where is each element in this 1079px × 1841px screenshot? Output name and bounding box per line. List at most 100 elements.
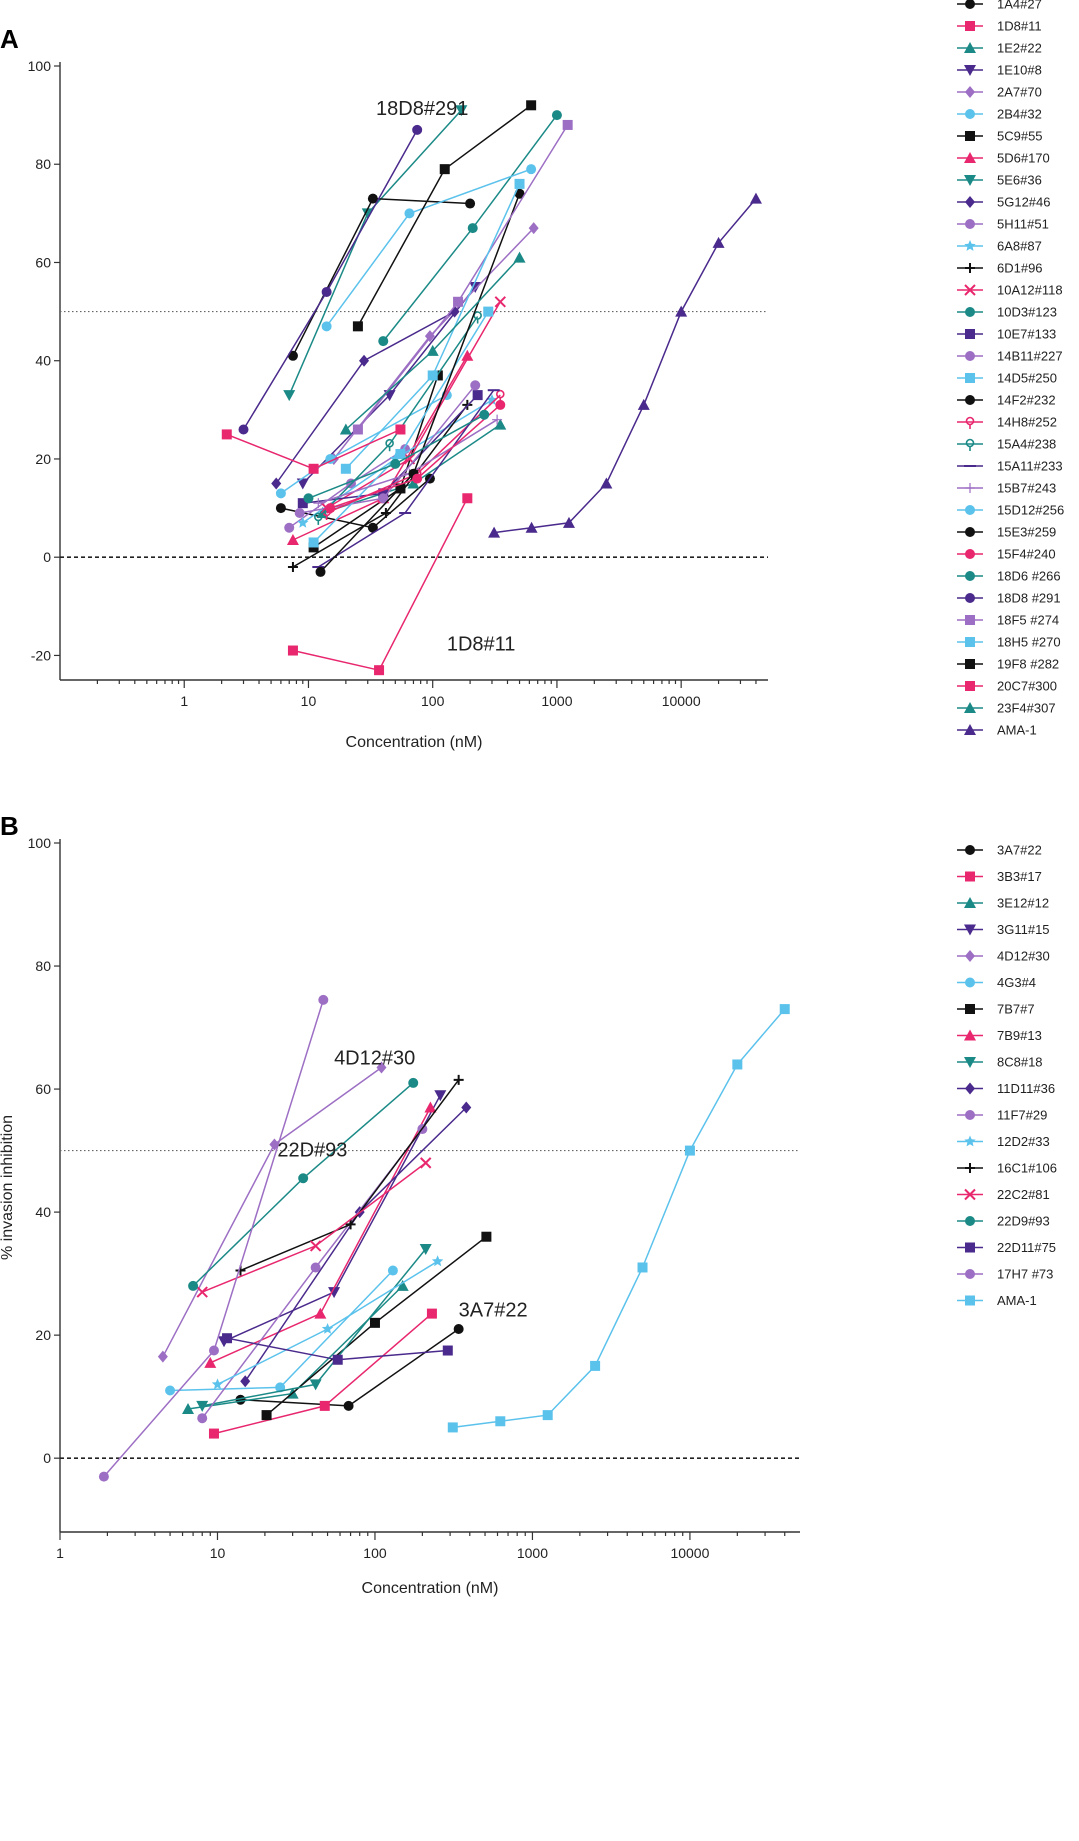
series-line [333,227,535,460]
x-tick-label: 10000 [670,1545,709,1561]
y-tick-label: 60 [35,1081,51,1097]
legend-marker [964,1188,976,1201]
series-22c2-81 [196,1157,432,1298]
data-point [321,286,332,297]
legend-marker [965,871,975,882]
legend-marker [964,240,976,251]
legend-item: 10A12#118 [957,283,1063,298]
legend-item: 12D2#33 [957,1134,1050,1149]
series-line [240,1079,460,1272]
legend-label: 14D5#250 [997,371,1057,386]
series-15f4-240 [325,399,506,514]
data-point [495,399,506,410]
data-point [453,296,464,307]
data-point [315,566,326,577]
data-point [332,1354,343,1365]
data-point [385,438,394,452]
series-22d11-75 [222,1333,453,1365]
series-5e6-36 [283,105,468,402]
data-point [387,1265,398,1276]
data-point [359,354,370,367]
data-point [675,305,688,317]
legend-marker [964,152,976,163]
legend-item: 7B7#7 [957,1002,1035,1017]
legend-item: 5C9#55 [957,129,1043,144]
annotation-1d8-11: 1D8#11 [447,634,516,656]
data-point [240,1375,251,1388]
series-22d9-93 [188,1077,419,1291]
legend-marker [965,549,975,559]
data-point [528,222,539,235]
series-18f5-274 [352,119,573,435]
data-point [284,522,295,533]
series-ama-1 [488,192,762,538]
legend-label: 10A12#118 [997,283,1063,298]
data-point [447,1422,458,1433]
data-point [424,1101,437,1113]
data-point [562,516,575,528]
legend-item: 15F4#240 [957,547,1056,562]
data-point [439,164,450,175]
data-point [157,1350,168,1363]
data-point [328,1287,341,1299]
legend-label: AMA-1 [997,723,1037,738]
data-point [495,1416,506,1427]
legend-item: 6D1#96 [957,261,1043,276]
legend-marker [965,196,975,208]
legend-label: 15E3#259 [997,525,1056,540]
data-point [325,453,336,464]
legend-label: 23F4#307 [997,701,1056,716]
legend-label: 16C1#106 [997,1161,1057,1176]
legend-item: 19F8 #282 [957,657,1059,672]
data-point [427,370,438,381]
data-point [514,178,525,189]
data-point [182,1402,195,1414]
panel-letter: B [0,811,19,841]
panel-b: B 0 20 40 60 80 100 1 10 100 1000 10000 Concentratio… [0,811,1057,1597]
legend-item: 15A11#233 [957,459,1063,474]
legend-item: AMA-1 [957,723,1037,738]
x-tick-label: 10 [210,1545,226,1561]
x-tick-label: 1000 [517,1545,548,1561]
series-6d1-96 [287,399,473,573]
series-14d5-250 [308,306,494,548]
series-4g3-4 [165,1265,398,1396]
legend-item: 15D12#256 [957,503,1064,518]
data-point [318,994,329,1005]
series-23f4-307 [339,251,526,435]
series-5g12-46 [271,305,460,490]
legend-item: 7B9#13 [957,1028,1042,1043]
marker-ring [495,389,505,399]
data-point [208,1345,219,1356]
data-point [412,124,423,135]
series-ama-1 [447,1004,790,1433]
data-point [271,477,282,490]
data-point [296,478,309,490]
legend-label: 3A7#22 [997,843,1042,858]
legend-item: 1A4#27 [957,0,1042,12]
y-tick-label: 100 [28,58,52,74]
data-point [419,1157,432,1169]
series-line [494,198,757,534]
legend-marker [965,219,975,229]
legend-label: 11F7#29 [997,1108,1047,1123]
legend: 3A7#22 3B3#17 3E12#12 3G11#15 4D12#30 4G3#4 7B… [957,843,1057,1308]
legend-label: 7B9#13 [997,1028,1042,1043]
legend-item: 14B11#227 [957,349,1063,364]
data-point [712,236,725,248]
panel-letter: A [0,24,19,54]
data-point [297,498,308,509]
legend-marker [964,1057,976,1068]
legend-label: 1E10#8 [997,63,1042,78]
legend-marker [965,307,975,317]
legend-marker [965,637,975,647]
x-tick-label: 1 [56,1545,64,1561]
legend-item: 3A7#22 [957,843,1042,858]
data-point [287,350,298,361]
series-3g11-15 [217,1090,447,1348]
y-tick-label: 60 [35,254,51,270]
data-point [308,463,319,474]
data-point [98,1471,109,1482]
legend-label: 22D11#75 [997,1240,1056,1255]
annotation-3a7-22: 3A7#22 [459,1300,528,1322]
